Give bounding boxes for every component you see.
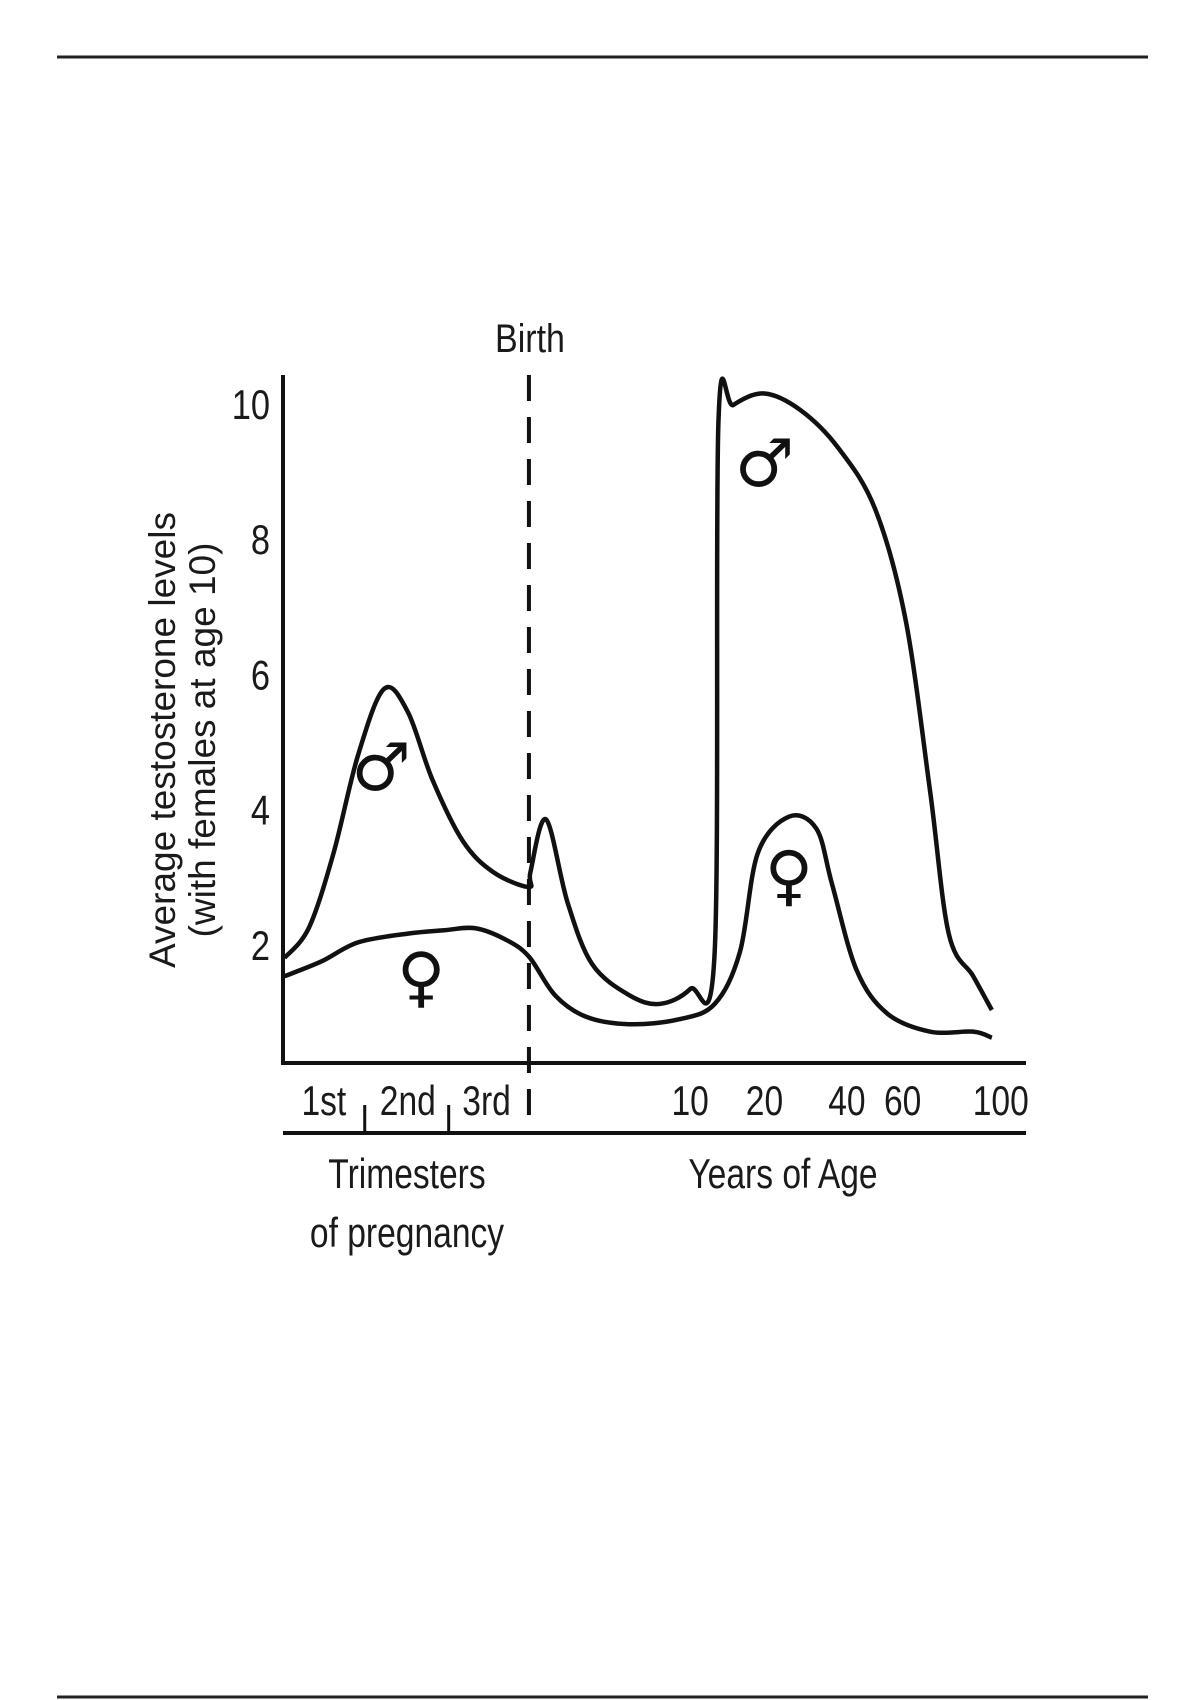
y-tick-label: 6 xyxy=(251,652,270,699)
x-ticks: 1st 2nd 3rd 10 20 40 60 100 xyxy=(301,1079,1028,1125)
postnatal-label: Years of Age xyxy=(688,1152,877,1198)
male-curve xyxy=(282,376,994,1012)
female-symbol-icon: ♀ xyxy=(765,837,813,914)
y-ticks: 2 4 6 8 10 xyxy=(232,382,270,970)
prenatal-label-line1: Trimesters xyxy=(328,1152,485,1198)
x-tick-label: 100 xyxy=(973,1079,1029,1125)
female-symbol-icon: ♀ xyxy=(397,939,445,1016)
x-tick-label: 60 xyxy=(884,1079,921,1125)
x-tick-label: 3rd xyxy=(462,1079,511,1125)
y-axis-label-line2: (with females at age 10) xyxy=(182,543,223,938)
prenatal-label-line2: of pregnancy xyxy=(310,1211,504,1257)
male-symbol-icon: ♂ xyxy=(735,425,794,502)
y-tick-label: 8 xyxy=(251,517,270,564)
axes xyxy=(281,375,1026,1135)
y-tick-label: 4 xyxy=(251,787,270,834)
series xyxy=(282,376,994,1040)
male-symbol-icon: ♂ xyxy=(351,729,410,806)
y-tick-label: 2 xyxy=(251,923,270,970)
y-tick-label: 10 xyxy=(232,382,270,429)
y-axis-label: Average testosterone levels (with female… xyxy=(142,512,223,968)
x-tick-label: 40 xyxy=(828,1079,865,1125)
x-tick-label: 1st xyxy=(301,1079,346,1125)
y-axis-label-line1: Average testosterone levels xyxy=(142,512,183,968)
annotations: ♂ ♂ ♀ ♀ xyxy=(351,425,813,1016)
birth-label: Birth xyxy=(495,315,565,360)
female-curve xyxy=(283,813,993,1040)
x-tick-label: 20 xyxy=(746,1079,783,1125)
x-tick-label: 2nd xyxy=(380,1079,436,1125)
x-tick-label: 10 xyxy=(671,1079,708,1125)
